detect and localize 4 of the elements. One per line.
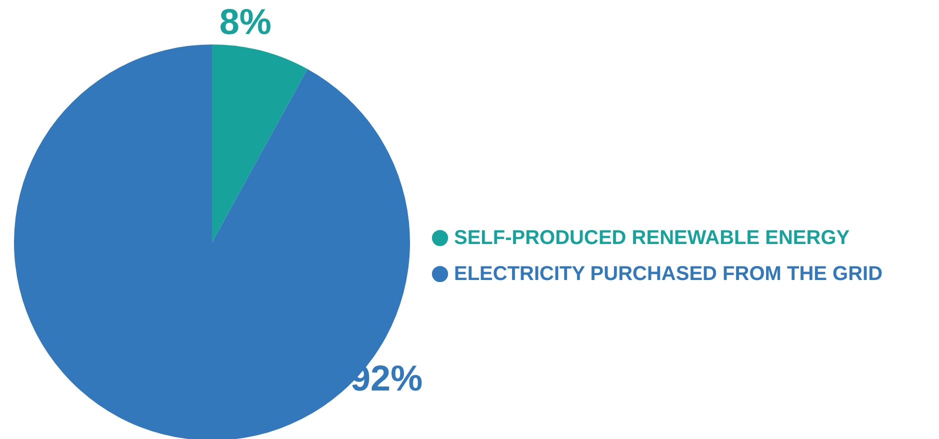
data-label: 8% [219, 1, 272, 42]
legend-label: ELECTRICITY PURCHASED FROM THE GRID [454, 263, 883, 285]
pie-slice [212, 44, 308, 242]
legend-label: SELF-PRODUCED RENEWABLE ENERGY [454, 227, 850, 249]
